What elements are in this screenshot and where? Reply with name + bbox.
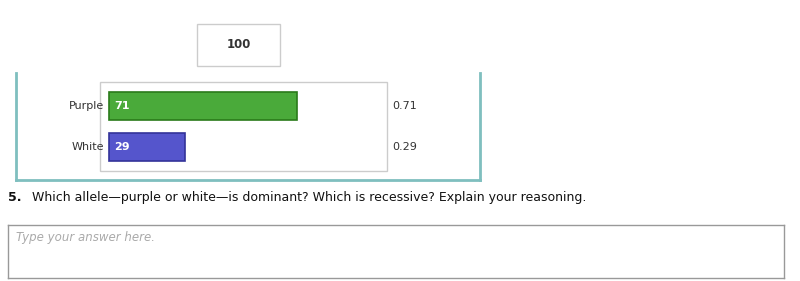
Text: Type your answer here.: Type your answer here. (16, 231, 154, 244)
Text: Purple: Purple (69, 101, 104, 111)
Bar (99, 81, 387, 171)
Text: 0.29: 0.29 (392, 142, 417, 152)
Bar (109, 92, 297, 120)
Text: 0.71: 0.71 (392, 101, 417, 111)
Text: White: White (72, 142, 104, 152)
Text: Which allele—purple or white—is dominant? Which is recessive? Explain your reaso: Which allele—purple or white—is dominant… (28, 191, 586, 204)
Text: 29: 29 (114, 142, 130, 152)
Text: 100: 100 (226, 38, 251, 51)
Bar (197, 24, 281, 66)
Text: 5.: 5. (8, 191, 22, 204)
Text: F1 Offspring: F1 Offspring (105, 38, 188, 51)
Text: 71: 71 (114, 101, 130, 111)
Bar (109, 133, 186, 161)
